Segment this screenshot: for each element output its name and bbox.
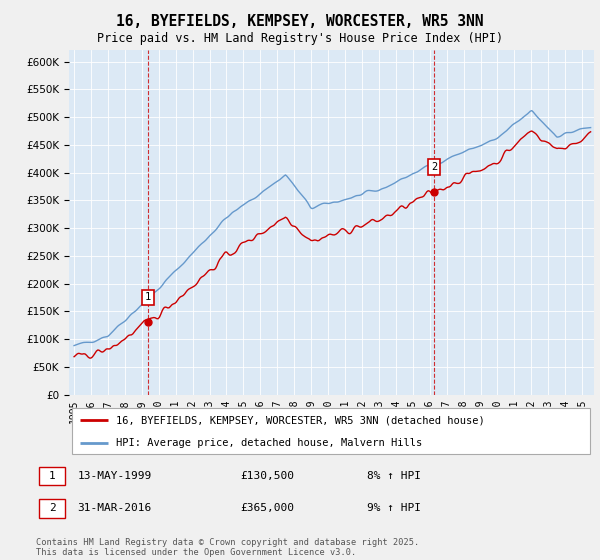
Text: 16, BYEFIELDS, KEMPSEY, WORCESTER, WR5 3NN (detached house): 16, BYEFIELDS, KEMPSEY, WORCESTER, WR5 3…	[116, 415, 485, 425]
Text: 1: 1	[49, 471, 55, 481]
Text: £365,000: £365,000	[240, 503, 294, 514]
FancyBboxPatch shape	[39, 499, 65, 517]
Text: 8% ↑ HPI: 8% ↑ HPI	[367, 471, 421, 481]
Text: 2: 2	[49, 503, 55, 514]
FancyBboxPatch shape	[39, 466, 65, 486]
Text: 16, BYEFIELDS, KEMPSEY, WORCESTER, WR5 3NN: 16, BYEFIELDS, KEMPSEY, WORCESTER, WR5 3…	[116, 14, 484, 29]
Text: 2: 2	[431, 162, 437, 172]
FancyBboxPatch shape	[71, 408, 590, 454]
Text: 31-MAR-2016: 31-MAR-2016	[77, 503, 152, 514]
Text: Price paid vs. HM Land Registry's House Price Index (HPI): Price paid vs. HM Land Registry's House …	[97, 32, 503, 45]
Text: Contains HM Land Registry data © Crown copyright and database right 2025.
This d: Contains HM Land Registry data © Crown c…	[36, 538, 419, 557]
Text: 13-MAY-1999: 13-MAY-1999	[77, 471, 152, 481]
Text: HPI: Average price, detached house, Malvern Hills: HPI: Average price, detached house, Malv…	[116, 438, 422, 449]
Text: £130,500: £130,500	[240, 471, 294, 481]
Text: 1: 1	[145, 292, 151, 302]
Text: 9% ↑ HPI: 9% ↑ HPI	[367, 503, 421, 514]
